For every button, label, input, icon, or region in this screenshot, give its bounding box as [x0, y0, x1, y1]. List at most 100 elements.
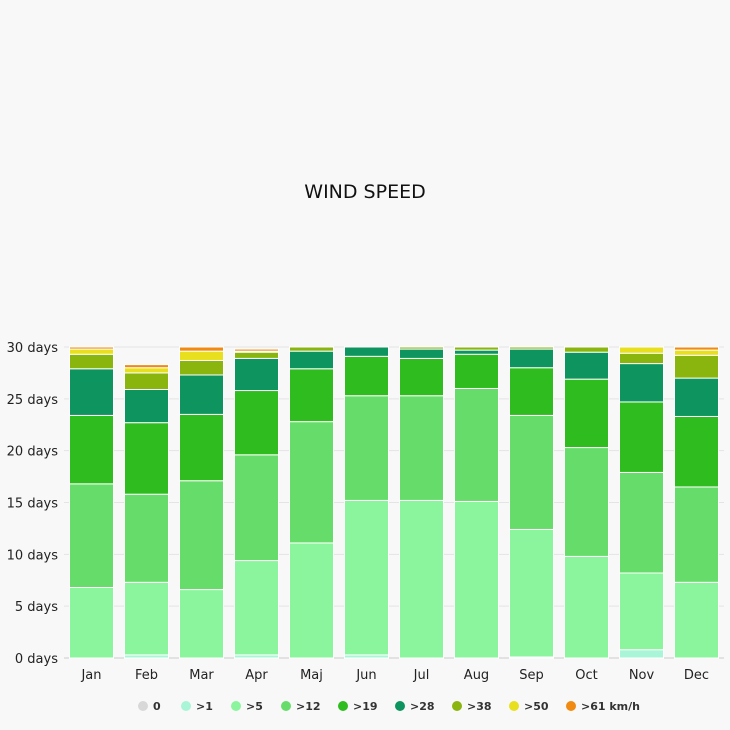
bar-segment	[179, 359, 224, 376]
y-tick-label: 5 days	[15, 600, 58, 615]
bar-segment	[179, 350, 224, 361]
bar-segment	[69, 353, 114, 370]
bar-segment	[674, 349, 719, 356]
bar-segment	[564, 378, 609, 449]
bar-segment	[674, 377, 719, 417]
bar-segment	[454, 349, 499, 355]
bar-segment	[234, 357, 279, 392]
bar-segment	[399, 346, 444, 350]
bar-segment	[564, 555, 609, 659]
bar-segment	[509, 367, 554, 416]
y-tick-label: 0 days	[15, 652, 58, 667]
y-tick-label: 25 days	[7, 393, 59, 408]
legend-marker	[395, 701, 405, 711]
bar-segment	[399, 499, 444, 659]
x-tick-label: Mar	[189, 668, 214, 683]
legend-label: >61 km/h	[581, 700, 640, 713]
legend-label: >12	[296, 700, 321, 713]
bar-segment	[289, 421, 334, 544]
bar-segment	[454, 387, 499, 502]
legend-label: 0	[153, 700, 161, 713]
x-tick-label: Apr	[245, 668, 268, 683]
x-tick-label: Aug	[464, 668, 489, 683]
x-tick-label: Dec	[684, 668, 709, 683]
legend-marker	[138, 701, 148, 711]
bar-segment	[289, 346, 334, 352]
x-tick-label: Nov	[629, 668, 655, 683]
legend-label: >19	[353, 700, 378, 713]
bar-segment	[179, 346, 224, 352]
bar-segment	[509, 346, 554, 350]
bar-segment	[69, 368, 114, 416]
bar-segment	[619, 471, 664, 574]
bar-segment	[289, 542, 334, 659]
bar-segment	[234, 390, 279, 456]
bar-segment	[509, 414, 554, 530]
bar-segment	[124, 581, 169, 656]
x-tick-label: Jun	[355, 668, 376, 683]
bar-segment	[124, 422, 169, 495]
bar-segment	[509, 348, 554, 369]
legend-label: >28	[410, 700, 435, 713]
bar-segment	[344, 395, 389, 501]
bar-segment	[454, 346, 499, 351]
bar-segment	[69, 414, 114, 485]
legend-marker	[338, 701, 348, 711]
bar-segment	[179, 480, 224, 591]
x-tick-label: Maj	[300, 668, 323, 683]
bar-segment	[454, 500, 499, 659]
bar-segment	[619, 572, 664, 651]
bar-segment	[69, 348, 114, 355]
bar-segment	[124, 372, 169, 391]
bar-segment	[619, 649, 664, 659]
bar-segment	[454, 353, 499, 389]
bar-segment	[399, 357, 444, 397]
bar-segment	[674, 581, 719, 659]
legend-label: >50	[524, 700, 549, 713]
x-tick-label: Jul	[413, 668, 430, 683]
bar-segment	[564, 351, 609, 380]
bar-segment	[619, 352, 664, 365]
bar-segment	[619, 346, 664, 354]
legend-marker	[281, 701, 291, 711]
legend-label: >5	[246, 700, 263, 713]
bar-segment	[344, 499, 389, 656]
legend-marker	[509, 701, 519, 711]
bar-segment	[69, 483, 114, 589]
bar-segment	[234, 351, 279, 359]
bar-segment	[69, 587, 114, 659]
bar-segment	[564, 447, 609, 557]
x-tick-label: Jan	[80, 668, 101, 683]
bar-segment	[344, 346, 389, 357]
bar-segment	[179, 374, 224, 415]
bar-segment	[619, 363, 664, 403]
legend-marker	[452, 701, 462, 711]
bar-segment	[124, 367, 169, 374]
legend-marker	[231, 701, 241, 711]
bar-segment	[399, 395, 444, 501]
bar-segment	[674, 415, 719, 488]
legend-marker	[181, 701, 191, 711]
bar-segment	[179, 589, 224, 659]
bar-segment	[509, 528, 554, 658]
x-tick-label: Feb	[135, 668, 158, 683]
bar-segment	[564, 346, 609, 353]
y-tick-label: 10 days	[7, 548, 59, 563]
x-tick-label: Sep	[519, 668, 544, 683]
chart-title: WIND SPEED	[304, 181, 426, 203]
bar-segment	[234, 348, 279, 352]
legend-marker	[566, 701, 576, 711]
bar-segment	[124, 493, 169, 583]
bar-segment	[69, 346, 114, 350]
y-tick-label: 20 days	[7, 445, 59, 460]
bar-segment	[124, 389, 169, 424]
x-tick-label: Oct	[575, 668, 597, 683]
bar-segment	[289, 350, 334, 370]
bar-segment	[234, 560, 279, 656]
bar-segment	[179, 413, 224, 482]
legend-label: >38	[467, 700, 492, 713]
bar-segment	[674, 346, 719, 351]
bar-segment	[124, 364, 169, 369]
bar-segment	[234, 454, 279, 562]
